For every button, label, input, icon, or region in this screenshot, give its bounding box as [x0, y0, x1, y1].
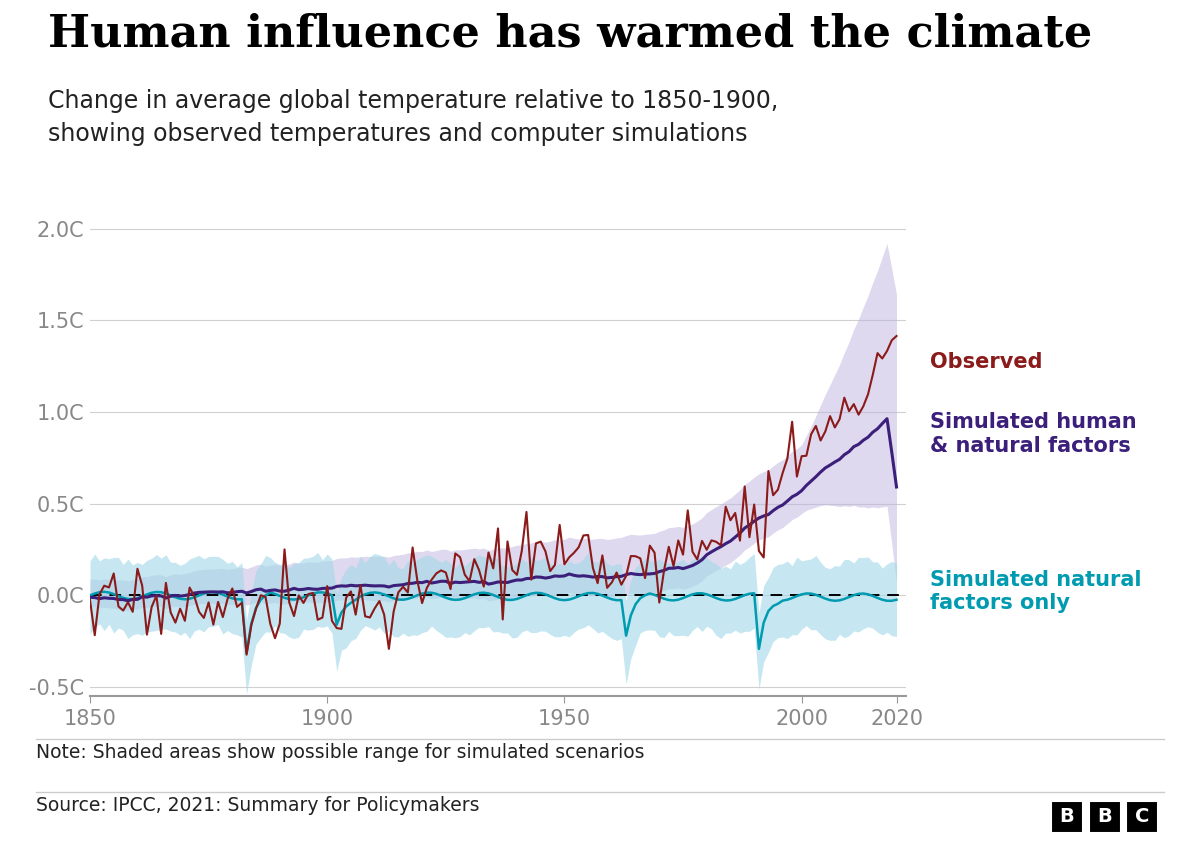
Text: Human influence has warmed the climate: Human influence has warmed the climate — [48, 13, 1092, 56]
Text: B: B — [1060, 808, 1074, 826]
Text: Simulated human
& natural factors: Simulated human & natural factors — [930, 413, 1138, 456]
Text: Simulated natural
factors only: Simulated natural factors only — [930, 570, 1142, 613]
Text: Note: Shaded areas show possible range for simulated scenarios: Note: Shaded areas show possible range f… — [36, 743, 644, 762]
Bar — [1127, 801, 1158, 833]
Bar — [1051, 801, 1084, 833]
Text: C: C — [1135, 808, 1150, 826]
Bar — [1088, 801, 1121, 833]
Text: Observed: Observed — [930, 353, 1043, 372]
Text: B: B — [1097, 808, 1112, 826]
Text: Change in average global temperature relative to 1850-1900,
showing observed tem: Change in average global temperature rel… — [48, 89, 779, 146]
Text: Source: IPCC, 2021: Summary for Policymakers: Source: IPCC, 2021: Summary for Policyma… — [36, 796, 480, 815]
